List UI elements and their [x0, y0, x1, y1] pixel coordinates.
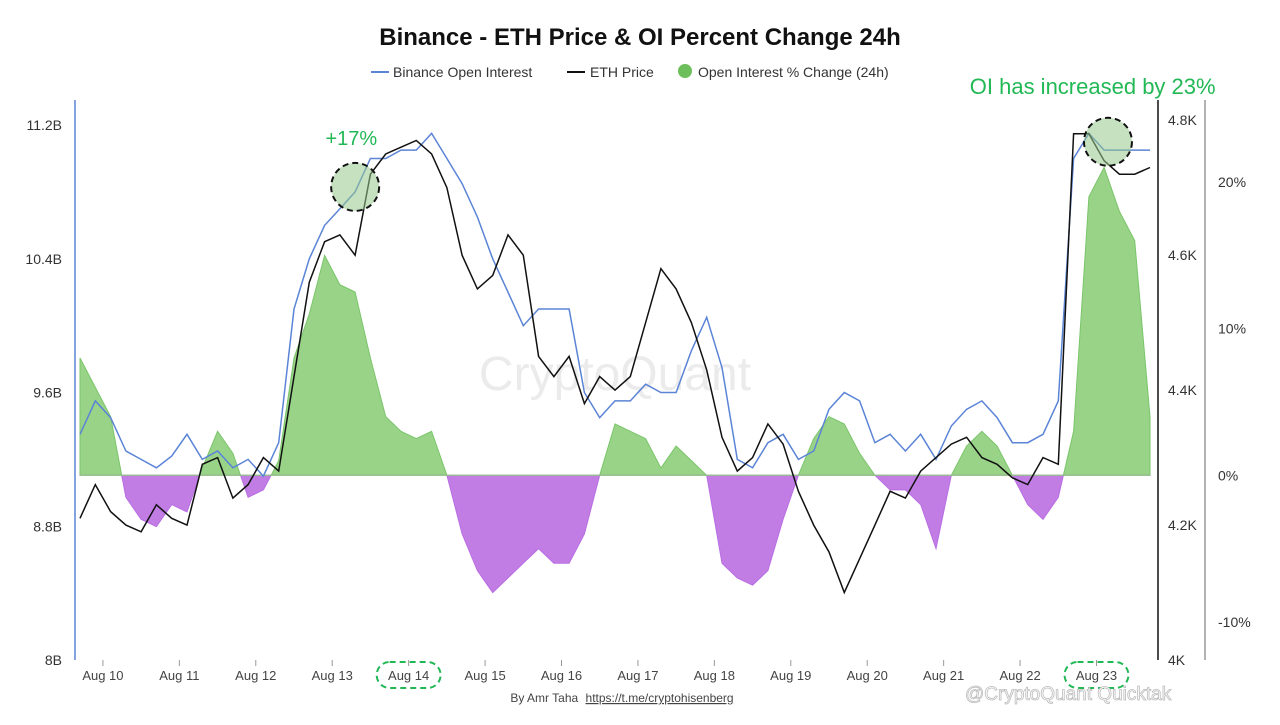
x-axis-tick-label: Aug 20: [847, 668, 888, 683]
oi-axis-tick-label: 11.2B: [26, 117, 62, 133]
oi-axis-tick-label: 8.8B: [33, 518, 62, 534]
oi-axis-tick-label: 10.4B: [25, 251, 62, 267]
annotation-oi-23-percent: OI has increased by 23%: [970, 74, 1216, 99]
annotations: +17% OI has increased by 23%: [325, 74, 1216, 212]
legend-label-oi-change: Open Interest % Change (24h): [698, 64, 889, 80]
oi-axis-tick-label: 8B: [45, 652, 62, 668]
credit-author: By Amr Taha: [510, 691, 578, 705]
oi-change-axis-tick-label: 10%: [1218, 321, 1246, 337]
oi-change-axis-tick-label: 0%: [1218, 467, 1238, 483]
credit: By Amr Taha https://t.me/cryptohisenberg: [510, 691, 733, 705]
x-axis-tick-label: Aug 12: [235, 668, 276, 683]
peak-highlight-circle-aug-13: [330, 161, 381, 212]
x-axis-tick-label: Aug 23: [1076, 668, 1117, 683]
price-axis-tick-label: 4.2K: [1168, 517, 1197, 533]
x-axis-tick-label: Aug 18: [694, 668, 735, 683]
x-axis-tick-label: Aug 16: [541, 668, 582, 683]
price-axis-tick-label: 4.4K: [1168, 382, 1197, 398]
x-axis-tick-label: Aug 19: [770, 668, 811, 683]
axes: 8B 8.8B 9.6B 10.4B 11.2B 4K 4.2K 4.4K 4.6K 4.8K -1…: [25, 112, 1251, 689]
annotation-oi-17-percent: +17%: [325, 128, 377, 150]
x-axis-tick-label: Aug 13: [312, 668, 353, 683]
price-axis-tick-label: 4.6K: [1168, 247, 1197, 263]
x-axis-tick-label: Aug 21: [923, 668, 964, 683]
series-line-open-interest: [79, 132, 1150, 478]
price-axis-tick-label: 4K: [1168, 652, 1186, 668]
x-axis-tick-label: Aug 22: [999, 668, 1040, 683]
x-axis-tick-label: Aug 14: [388, 668, 429, 683]
legend-label-eth-price: ETH Price: [590, 64, 654, 80]
legend-swatch-oi-change: [678, 64, 692, 78]
oi-axis-tick-label: 9.6B: [33, 385, 62, 401]
oi-change-axis-tick-label: 20%: [1218, 174, 1246, 190]
oi-change-area-positive: [79, 166, 1151, 476]
legend-label-open-interest: Binance Open Interest: [393, 64, 532, 80]
plot-area: [79, 132, 1151, 595]
oi-change-area-negative: [79, 474, 1151, 594]
corner-watermark: @CryptoQuant Quicktak: [965, 684, 1172, 705]
series-line-eth-price: [79, 132, 1151, 595]
peak-highlight-circle-aug-23: [1082, 116, 1133, 167]
x-axis-tick-label: Aug 15: [464, 668, 505, 683]
x-axis-tick-label: Aug 10: [82, 668, 123, 683]
legend: Binance Open Interest ETH Price Open Int…: [371, 64, 889, 80]
chart-title: Binance - ETH Price & OI Percent Change …: [379, 24, 900, 51]
x-axis-tick-label: Aug 17: [617, 668, 658, 683]
oi-change-axis-tick-label: -10%: [1218, 614, 1251, 630]
credit-link[interactable]: https://t.me/cryptohisenberg: [586, 691, 734, 705]
x-axis-tick-label: Aug 11: [159, 668, 199, 683]
price-axis-tick-label: 4.8K: [1168, 112, 1197, 128]
watermark: CryptoQuant: [479, 348, 751, 401]
